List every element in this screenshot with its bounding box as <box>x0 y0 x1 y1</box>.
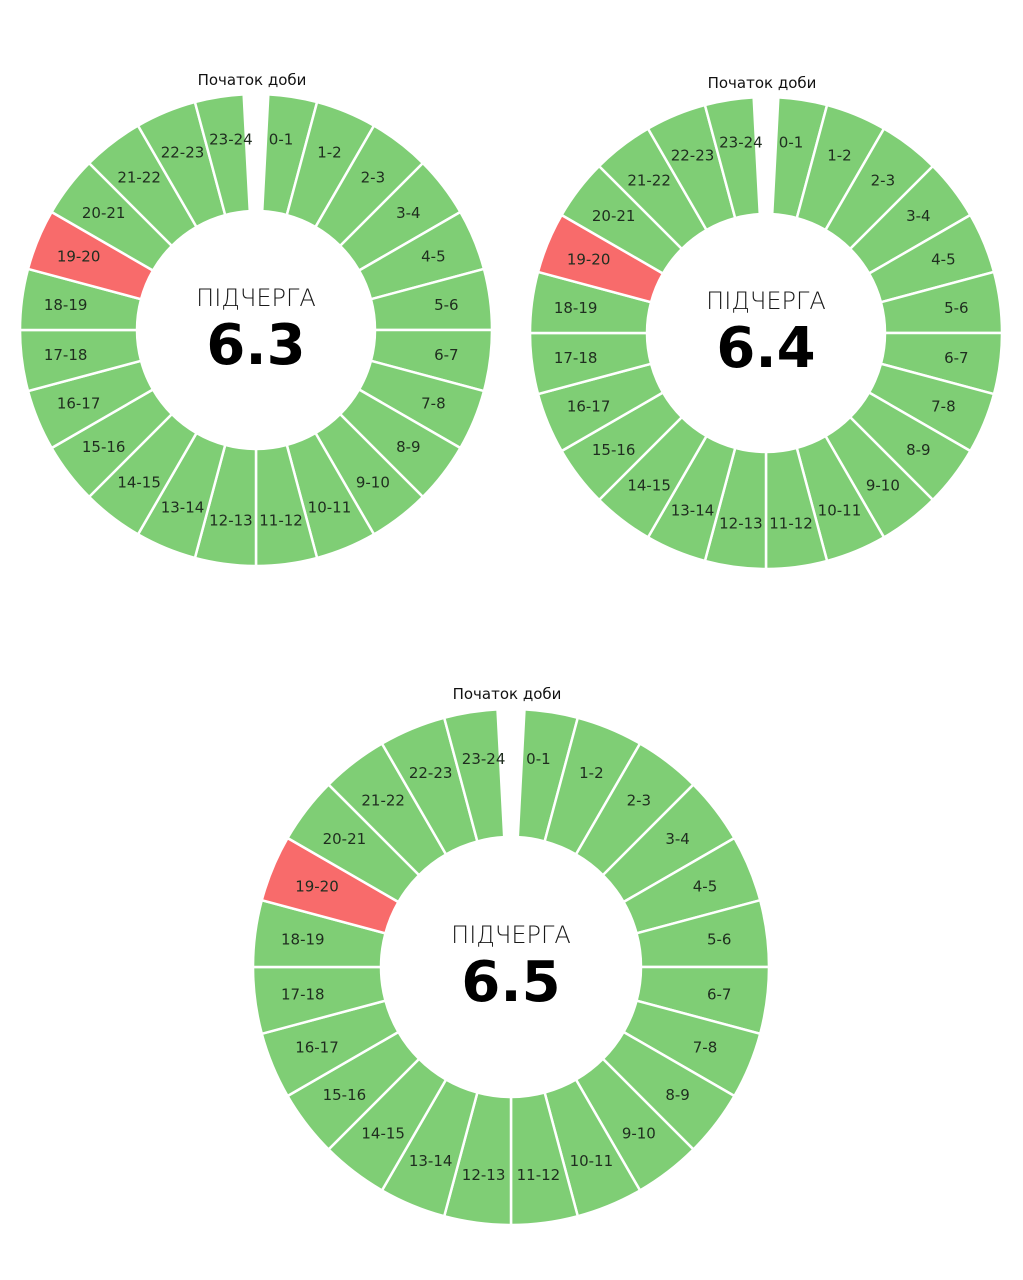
subqueue-number: 6.4 <box>716 316 815 381</box>
hour-label: 8-9 <box>665 1086 690 1104</box>
hour-label: 14-15 <box>117 473 161 491</box>
hour-label: 8-9 <box>396 438 421 456</box>
hour-label: 13-14 <box>161 498 205 516</box>
hour-label: 1-2 <box>317 144 342 162</box>
hour-label: 10-11 <box>308 498 352 516</box>
hour-label: 10-11 <box>818 501 862 519</box>
hour-label: 13-14 <box>671 501 715 519</box>
subqueue-number: 6.5 <box>461 950 560 1015</box>
hour-label: 17-18 <box>44 346 88 364</box>
hour-label: 3-4 <box>906 207 931 225</box>
hour-label: 23-24 <box>462 750 506 768</box>
hour-label: 20-21 <box>592 207 636 225</box>
hour-label: 11-12 <box>259 511 303 529</box>
segment-23-24-power <box>442 708 506 843</box>
hour-label: 21-22 <box>117 169 161 187</box>
hour-label: 2-3 <box>627 791 652 809</box>
hour-label: 18-19 <box>44 296 88 314</box>
hour-label: 0-1 <box>779 134 804 152</box>
subqueue-caption: ПІДЧЕРГА <box>706 287 826 315</box>
hour-label: 16-17 <box>57 394 101 412</box>
hour-label: 6-7 <box>707 985 732 1003</box>
segment-23-24-power <box>193 93 252 217</box>
hour-label: 22-23 <box>161 144 205 162</box>
hour-label: 6-7 <box>944 349 969 367</box>
day-start-label: Початок доби <box>708 74 817 92</box>
hour-label: 14-15 <box>361 1125 405 1143</box>
hour-label: 12-13 <box>719 514 763 532</box>
hour-label: 19-20 <box>57 248 101 266</box>
hour-label: 23-24 <box>719 134 763 152</box>
hour-label: 19-20 <box>567 251 611 269</box>
hour-label: 23-24 <box>209 131 253 149</box>
hour-label: 21-22 <box>361 791 405 809</box>
hour-label: 21-22 <box>627 172 671 190</box>
hour-label: 7-8 <box>421 394 446 412</box>
segment-23-24-power <box>703 96 762 220</box>
day-start-label: Початок доби <box>198 71 307 89</box>
hour-label: 1-2 <box>579 764 604 782</box>
hour-label: 19-20 <box>295 878 339 896</box>
hour-label: 6-7 <box>434 346 459 364</box>
day-start-label: Початок доби <box>453 685 562 703</box>
hour-label: 4-5 <box>421 248 446 266</box>
hour-label: 8-9 <box>906 441 931 459</box>
subqueue-number: 6.3 <box>206 313 305 378</box>
hour-label: 14-15 <box>627 476 671 494</box>
hour-label: 0-1 <box>269 131 294 149</box>
hour-label: 18-19 <box>281 931 325 949</box>
hour-label: 0-1 <box>526 750 551 768</box>
outage-chart-6.5: 0-1 1-2 2-3 3-4 4-5 5-6 6-7 7-8 8-9 9-10 10-11 11-1… <box>251 685 771 1227</box>
hour-label: 12-13 <box>462 1166 506 1184</box>
hour-label: 18-19 <box>554 299 598 317</box>
hour-label: 16-17 <box>567 397 611 415</box>
hour-label: 5-6 <box>434 296 459 314</box>
hour-label: 3-4 <box>665 830 690 848</box>
hour-label: 15-16 <box>82 438 126 456</box>
hour-label: 20-21 <box>82 204 126 222</box>
hour-label: 13-14 <box>409 1152 453 1170</box>
hour-label: 10-11 <box>570 1152 614 1170</box>
hour-label: 15-16 <box>592 441 636 459</box>
subqueue-caption: ПІДЧЕРГА <box>451 921 571 949</box>
hour-label: 15-16 <box>323 1086 367 1104</box>
hour-label: 2-3 <box>361 169 386 187</box>
hour-label: 11-12 <box>517 1166 561 1184</box>
hour-label: 20-21 <box>323 830 367 848</box>
hour-label: 2-3 <box>871 172 896 190</box>
hour-label: 22-23 <box>409 764 453 782</box>
hour-label: 1-2 <box>827 147 852 165</box>
hour-label: 12-13 <box>209 511 253 529</box>
hour-label: 4-5 <box>693 878 718 896</box>
hour-label: 11-12 <box>769 514 813 532</box>
hour-label: 4-5 <box>931 251 956 269</box>
hour-label: 16-17 <box>295 1038 339 1056</box>
hour-label: 5-6 <box>944 299 969 317</box>
hour-label: 17-18 <box>554 349 598 367</box>
hour-label: 22-23 <box>671 147 715 165</box>
hour-label: 9-10 <box>356 473 390 491</box>
hour-label: 7-8 <box>931 397 956 415</box>
hour-label: 5-6 <box>707 931 732 949</box>
hour-label: 9-10 <box>866 476 900 494</box>
hour-label: 3-4 <box>396 204 421 222</box>
hour-label: 9-10 <box>622 1125 656 1143</box>
hour-label: 17-18 <box>281 985 325 1003</box>
hour-label: 7-8 <box>693 1038 718 1056</box>
subqueue-caption: ПІДЧЕРГА <box>196 284 316 312</box>
